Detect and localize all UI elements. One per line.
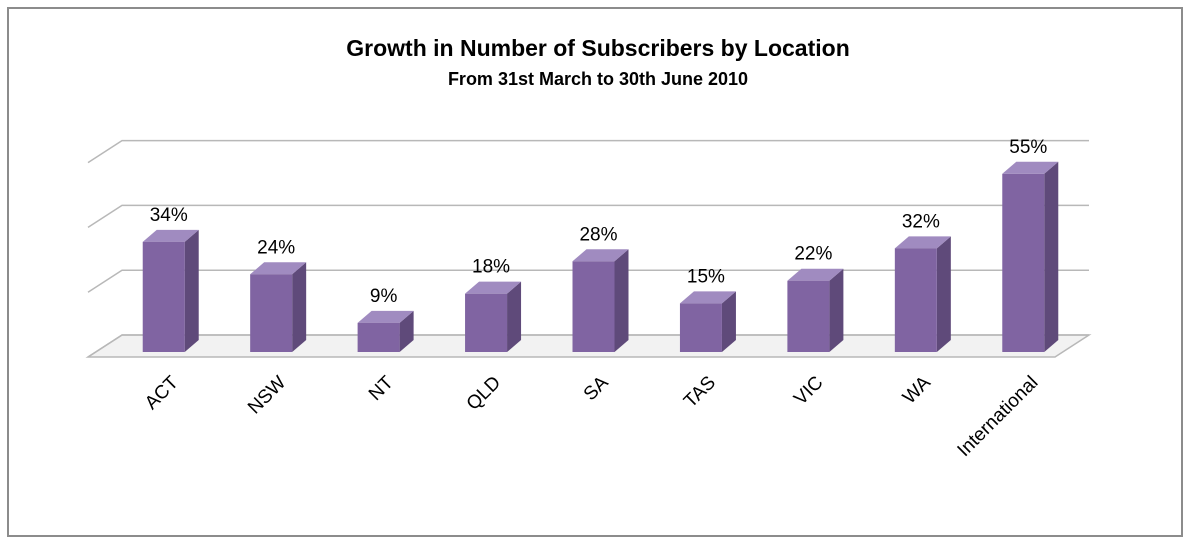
bar bbox=[250, 274, 293, 352]
data-label: 9% bbox=[370, 286, 398, 307]
bar-side bbox=[292, 262, 307, 352]
data-label: 32% bbox=[902, 211, 940, 232]
bar-top bbox=[1002, 161, 1059, 174]
bar-top bbox=[787, 268, 844, 281]
bar-side bbox=[936, 236, 951, 352]
data-label: 18% bbox=[472, 257, 510, 278]
grid-line bbox=[87, 334, 1089, 358]
bar-top bbox=[142, 229, 199, 242]
bar bbox=[1002, 173, 1045, 352]
grid-line bbox=[87, 139, 1089, 164]
bar-top bbox=[894, 236, 951, 249]
bar-top bbox=[572, 249, 629, 262]
bar-side bbox=[399, 310, 414, 352]
bar-top bbox=[250, 262, 307, 275]
data-label: 22% bbox=[794, 244, 832, 265]
bar-top bbox=[679, 291, 736, 304]
bar-side bbox=[507, 281, 522, 352]
chart-title: Growth in Number of Subscribers by Locat… bbox=[346, 35, 850, 61]
data-label: 15% bbox=[687, 266, 725, 287]
bar bbox=[142, 241, 185, 352]
bar-side bbox=[721, 291, 736, 352]
bar-side bbox=[614, 249, 629, 352]
bar-side bbox=[184, 229, 199, 352]
bar-top bbox=[465, 281, 522, 294]
chart-subtitle: From 31st March to 30th June 2010 bbox=[448, 69, 748, 89]
data-label: 55% bbox=[1009, 137, 1047, 158]
bar bbox=[357, 322, 400, 352]
data-label: 24% bbox=[257, 237, 295, 258]
bar bbox=[572, 261, 615, 352]
bar bbox=[465, 293, 508, 352]
grid-line bbox=[87, 204, 1089, 229]
data-label: 28% bbox=[579, 224, 617, 245]
bar-side bbox=[1044, 161, 1059, 352]
bar bbox=[787, 280, 830, 352]
grid-line bbox=[87, 269, 1089, 293]
bar bbox=[679, 303, 722, 352]
bar bbox=[894, 248, 937, 352]
data-label: 34% bbox=[150, 205, 188, 226]
bar-side bbox=[829, 268, 844, 352]
bar-top bbox=[357, 310, 414, 323]
